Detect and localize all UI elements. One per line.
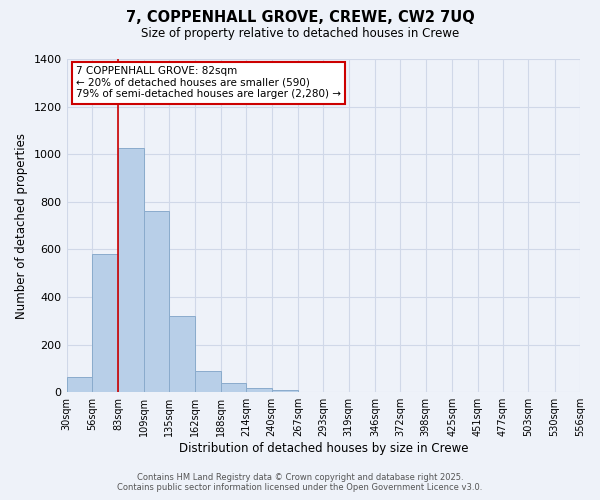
Text: 7, COPPENHALL GROVE, CREWE, CW2 7UQ: 7, COPPENHALL GROVE, CREWE, CW2 7UQ xyxy=(125,10,475,25)
Bar xyxy=(169,316,196,392)
Bar xyxy=(143,212,169,392)
Text: Size of property relative to detached houses in Crewe: Size of property relative to detached ho… xyxy=(141,28,459,40)
Bar xyxy=(92,254,118,392)
Text: Contains HM Land Registry data © Crown copyright and database right 2025.
Contai: Contains HM Land Registry data © Crown c… xyxy=(118,473,482,492)
Y-axis label: Number of detached properties: Number of detached properties xyxy=(15,132,28,318)
Bar xyxy=(272,390,298,392)
Bar xyxy=(196,372,221,392)
Bar xyxy=(118,148,143,392)
X-axis label: Distribution of detached houses by size in Crewe: Distribution of detached houses by size … xyxy=(179,442,468,455)
Bar xyxy=(67,376,92,392)
Text: 7 COPPENHALL GROVE: 82sqm
← 20% of detached houses are smaller (590)
79% of semi: 7 COPPENHALL GROVE: 82sqm ← 20% of detac… xyxy=(76,66,341,100)
Bar xyxy=(221,382,246,392)
Bar xyxy=(246,388,272,392)
